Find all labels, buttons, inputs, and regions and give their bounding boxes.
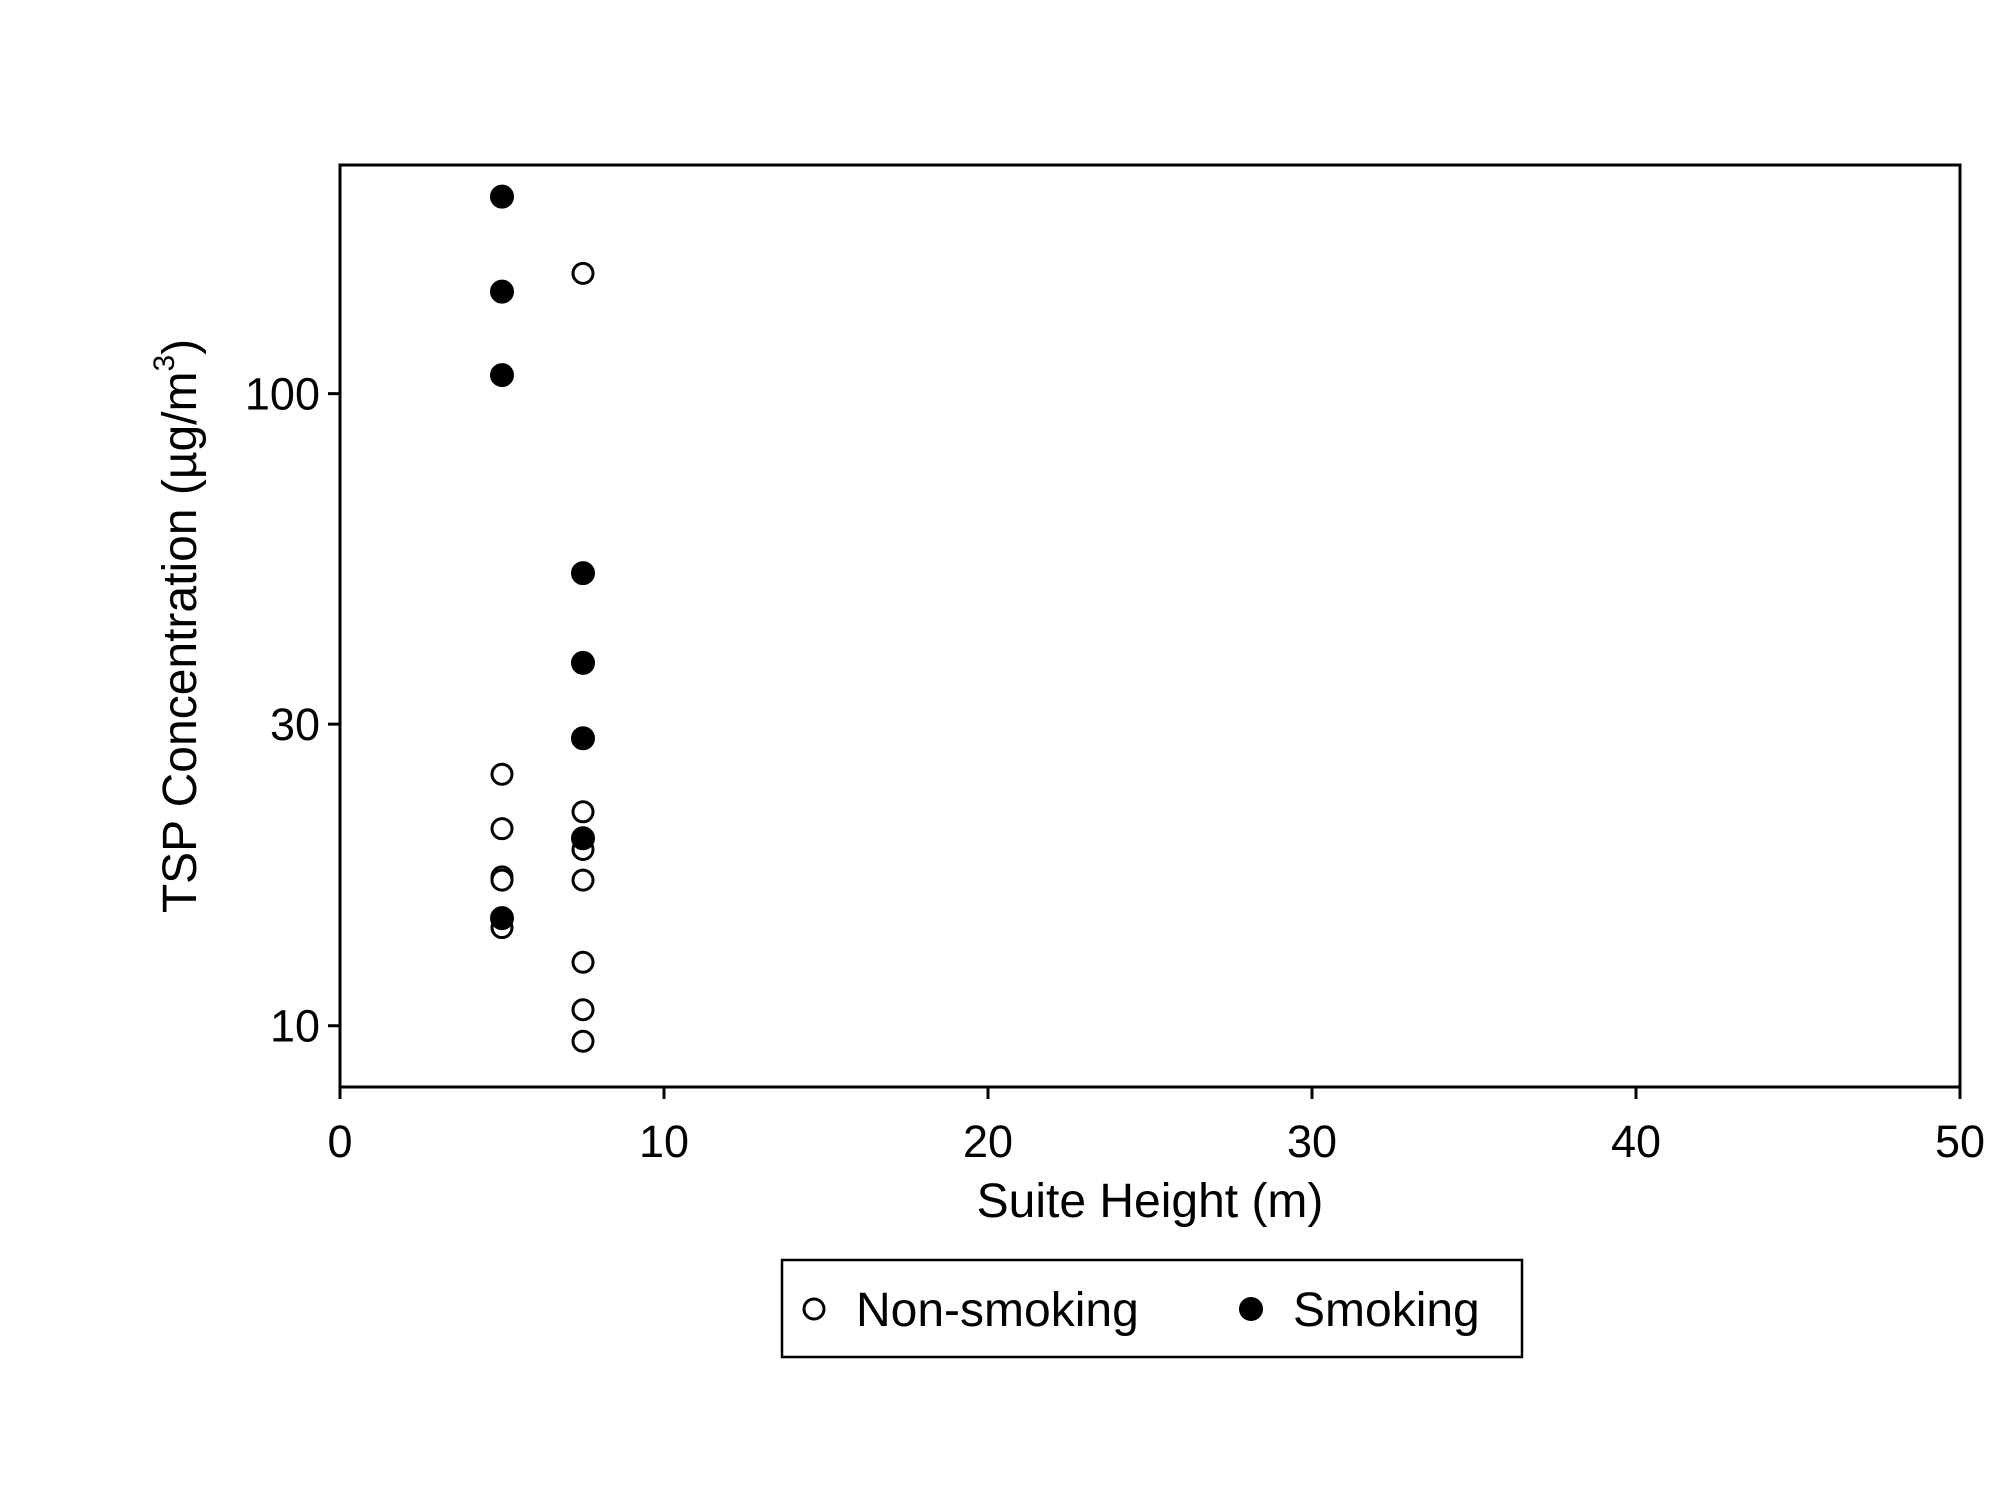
y-tick-label: 10: [270, 1001, 320, 1052]
non-smoking-point: [571, 1029, 595, 1053]
legend-label-non-smoking: Non-smoking: [856, 1284, 1139, 1337]
smoking-point: [490, 906, 514, 931]
non-smoking-point: [571, 868, 595, 892]
smoking-point: [490, 184, 514, 209]
y-tick-label: 100: [245, 369, 320, 420]
plot-frame: [338, 163, 1962, 1089]
non-smoking-point: [571, 800, 595, 824]
non-smoking-point: [490, 762, 514, 786]
legend: Non-smoking Smoking: [780, 1258, 1524, 1359]
x-axis-title: Suite Height (m): [977, 1175, 1324, 1228]
x-tick-label: 0: [327, 1116, 352, 1167]
non-smoking-point: [571, 998, 595, 1022]
x-tick-label: 20: [963, 1116, 1013, 1167]
smoking-point: [571, 726, 595, 751]
data-points: [490, 184, 595, 1053]
y-axis-title-main: TSP Concentration (µg/m: [154, 372, 207, 914]
smoking-point: [571, 650, 595, 675]
non-smoking-point: [571, 950, 595, 974]
smoking-point: [490, 279, 514, 304]
legend-marker-non-smoking: [802, 1297, 826, 1321]
y-axis-title: TSP Concentration (µg/m3): [148, 339, 207, 913]
y-axis: 10 30 100: [245, 369, 340, 1052]
legend-marker-smoking: [1239, 1297, 1263, 1321]
x-axis: 0 10 20 30 40 50: [327, 1087, 1985, 1167]
legend-label-smoking: Smoking: [1293, 1284, 1480, 1337]
non-smoking-point: [571, 261, 595, 285]
x-tick-label: 30: [1287, 1116, 1337, 1167]
non-smoking-point: [490, 817, 514, 841]
legend-box: [780, 1258, 1524, 1359]
x-tick-label: 10: [639, 1116, 689, 1167]
smoking-point: [571, 826, 595, 851]
x-tick-label: 50: [1935, 1116, 1985, 1167]
non-smoking-point: [490, 868, 514, 892]
y-axis-title-close: ): [154, 339, 207, 355]
smoking-point: [490, 363, 514, 388]
y-axis-title-superscript: 3: [148, 355, 181, 372]
smoking-point: [571, 561, 595, 586]
y-tick-label: 30: [270, 699, 320, 750]
x-tick-label: 40: [1611, 1116, 1661, 1167]
